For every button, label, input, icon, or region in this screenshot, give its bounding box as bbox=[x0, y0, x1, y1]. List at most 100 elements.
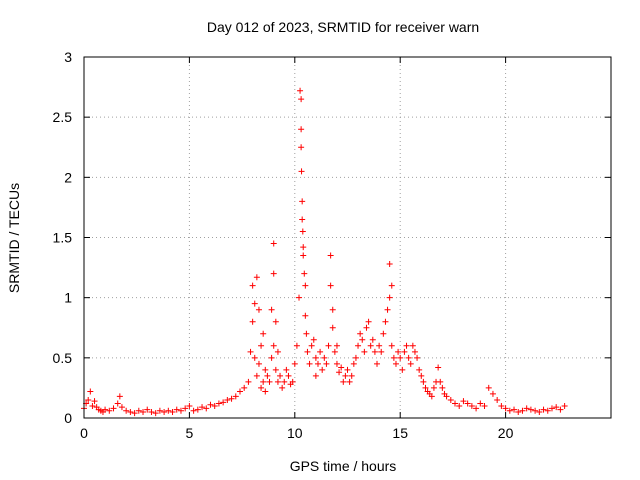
data-point bbox=[456, 402, 463, 409]
data-point bbox=[506, 407, 513, 414]
data-point bbox=[194, 406, 201, 413]
data-point bbox=[274, 348, 281, 355]
data-point bbox=[553, 404, 560, 411]
data-point bbox=[297, 87, 304, 94]
data-point bbox=[190, 407, 197, 414]
data-point bbox=[140, 408, 147, 415]
data-point bbox=[135, 407, 142, 414]
data-point bbox=[403, 342, 410, 349]
data-point bbox=[203, 405, 210, 412]
data-point bbox=[224, 396, 231, 403]
data-point bbox=[304, 348, 311, 355]
data-point bbox=[435, 364, 442, 371]
x-tick-label: 5 bbox=[186, 425, 194, 441]
data-point bbox=[236, 388, 243, 395]
data-point bbox=[540, 406, 547, 413]
data-point bbox=[300, 244, 307, 251]
data-point bbox=[228, 395, 235, 402]
data-point bbox=[277, 372, 284, 379]
chart-title: Day 012 of 2023, SRMTID for receiver war… bbox=[207, 19, 479, 35]
data-point bbox=[279, 384, 286, 391]
data-point bbox=[418, 372, 425, 379]
data-point bbox=[363, 324, 370, 331]
data-point bbox=[428, 393, 435, 400]
data-point bbox=[255, 360, 262, 367]
data-point bbox=[262, 388, 269, 395]
data-point bbox=[336, 369, 343, 376]
data-point bbox=[557, 406, 564, 413]
data-point bbox=[331, 348, 338, 355]
data-point bbox=[308, 342, 315, 349]
data-point bbox=[253, 274, 260, 281]
data-point bbox=[118, 404, 125, 411]
data-point bbox=[378, 348, 385, 355]
data-point bbox=[527, 406, 534, 413]
y-tick-label: 1 bbox=[64, 290, 72, 306]
data-point bbox=[473, 405, 480, 412]
data-point bbox=[207, 401, 214, 408]
y-tick-label: 2.5 bbox=[53, 109, 73, 125]
data-point bbox=[323, 360, 330, 367]
data-point bbox=[414, 354, 421, 361]
data-point bbox=[274, 378, 281, 385]
data-point bbox=[357, 330, 364, 337]
data-point bbox=[247, 348, 254, 355]
data-point bbox=[397, 354, 404, 361]
data-point bbox=[498, 402, 505, 409]
data-point bbox=[420, 378, 427, 385]
data-point bbox=[399, 366, 406, 373]
data-point bbox=[340, 378, 347, 385]
data-point bbox=[85, 396, 92, 403]
data-point bbox=[298, 168, 305, 175]
data-point bbox=[87, 388, 94, 395]
data-point bbox=[241, 384, 248, 391]
data-point bbox=[299, 228, 306, 235]
data-point bbox=[401, 348, 408, 355]
data-point bbox=[260, 378, 267, 385]
data-point bbox=[262, 366, 269, 373]
data-point bbox=[110, 405, 117, 412]
data-point bbox=[270, 270, 277, 277]
data-point bbox=[258, 384, 265, 391]
data-point bbox=[329, 306, 336, 313]
data-point bbox=[502, 405, 509, 412]
data-point bbox=[532, 407, 539, 414]
data-point bbox=[285, 372, 292, 379]
data-point bbox=[291, 360, 298, 367]
x-tick-label: 20 bbox=[498, 425, 514, 441]
data-point bbox=[301, 270, 308, 277]
data-point bbox=[298, 126, 305, 133]
data-point bbox=[468, 402, 475, 409]
data-point bbox=[268, 354, 275, 361]
data-point bbox=[270, 342, 277, 349]
data-point bbox=[255, 306, 262, 313]
data-point bbox=[485, 384, 492, 391]
data-point bbox=[312, 354, 319, 361]
data-point bbox=[333, 342, 340, 349]
data-point bbox=[388, 342, 395, 349]
data-point bbox=[303, 330, 310, 337]
data-point bbox=[395, 348, 402, 355]
data-point bbox=[367, 342, 374, 349]
data-point bbox=[416, 366, 423, 373]
data-point bbox=[89, 402, 96, 409]
data-point bbox=[302, 282, 309, 289]
data-point bbox=[114, 400, 121, 407]
data-point bbox=[452, 400, 459, 407]
data-point bbox=[215, 400, 222, 407]
y-axis-label: SRMTID / TECUs bbox=[6, 183, 22, 293]
data-point bbox=[359, 336, 366, 343]
data-point bbox=[272, 318, 279, 325]
data-point bbox=[220, 399, 227, 406]
data-points bbox=[81, 87, 568, 417]
data-point bbox=[371, 348, 378, 355]
data-point bbox=[342, 372, 349, 379]
data-point bbox=[186, 402, 193, 409]
data-point bbox=[439, 384, 446, 391]
data-point bbox=[165, 407, 172, 414]
data-point bbox=[177, 407, 184, 414]
data-point bbox=[409, 342, 416, 349]
data-point bbox=[270, 240, 277, 247]
x-tick-label: 10 bbox=[287, 425, 303, 441]
